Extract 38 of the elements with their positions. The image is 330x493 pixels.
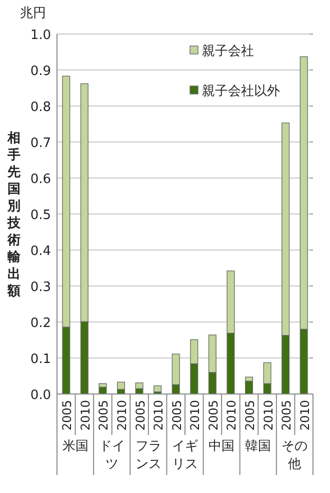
text: 相手先国別技術輸出額 xyxy=(8,131,20,299)
y-tick-label: 0.1 xyxy=(30,352,51,367)
x-tick-label: 2010 xyxy=(188,400,202,431)
text: 米国 xyxy=(62,439,88,454)
y-tick-label: 1.0 xyxy=(30,28,51,43)
y-tick-label: 0.6 xyxy=(30,172,51,187)
y-tick-label: 0.2 xyxy=(30,316,51,331)
x-tick-label: 2005 xyxy=(96,400,111,431)
y-tick-label: 0.7 xyxy=(30,136,51,151)
y-tick-label: 0.8 xyxy=(30,100,51,115)
bar xyxy=(116,382,126,390)
y-tick-label: 0.5 xyxy=(30,208,51,223)
bar xyxy=(154,385,162,392)
x-tick-label: 2010 xyxy=(78,400,92,431)
text: 兆円 xyxy=(20,6,46,21)
x-tick-label: 2005 xyxy=(206,400,220,431)
y-tick-label: 0.0 xyxy=(30,388,51,403)
legend-label: 親子会社 xyxy=(202,44,254,59)
y-tick-label: 0.9 xyxy=(30,64,51,79)
y-tick-label: 0.3 xyxy=(30,280,51,295)
x-tick-label: 2005 xyxy=(133,400,148,431)
x-tick-label: 2005 xyxy=(243,400,257,431)
x-tick-label: 2010 xyxy=(152,400,166,431)
x-tick-label: 2010 xyxy=(261,400,276,431)
y-tick-label: 0.4 xyxy=(30,244,51,259)
x-tick-label: 2010 xyxy=(224,400,239,431)
text: イギリス xyxy=(172,439,198,472)
text: ドイツ xyxy=(98,439,125,472)
text: 中国 xyxy=(208,439,235,454)
x-tick-label: 2005 xyxy=(170,400,184,431)
text: 韓国 xyxy=(245,439,272,454)
text: その他 xyxy=(282,439,308,472)
x-tick-label: 2010 xyxy=(298,400,312,431)
text: フランス xyxy=(135,439,162,472)
x-tick-label: 2005 xyxy=(280,400,294,431)
legend-label: 親子会社以外 xyxy=(202,84,280,99)
x-tick-label: 2010 xyxy=(115,400,129,431)
x-tick-label: 2005 xyxy=(60,400,74,431)
